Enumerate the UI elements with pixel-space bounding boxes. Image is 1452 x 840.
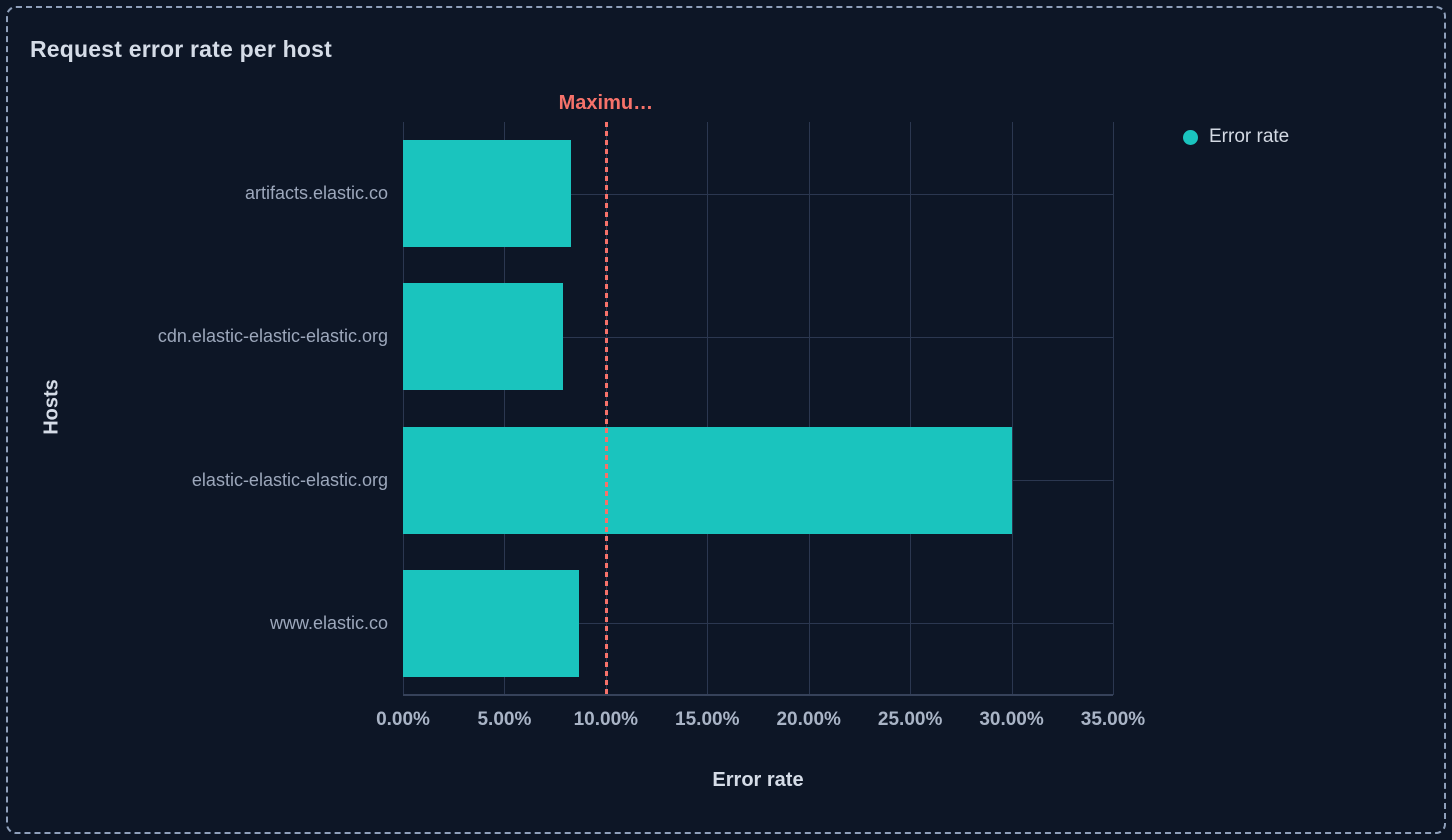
gridline-vertical [910, 122, 912, 695]
gridline-vertical [403, 122, 404, 695]
bar-artifacts.elastic.co[interactable] [403, 140, 572, 248]
x-axis-tick: 5.00% [477, 709, 532, 730]
legend-label: Error rate [1209, 126, 1290, 147]
gridline-horizontal [403, 623, 1113, 625]
x-axis-tick: 20.00% [776, 709, 841, 730]
bar-elastic-elastic-elastic.org[interactable] [403, 426, 1012, 534]
legend-dot-icon [1183, 129, 1198, 145]
panel-title[interactable]: Request error rate per host [30, 36, 332, 63]
bar-cdn.elastic-elastic-elastic.org[interactable] [403, 283, 564, 391]
chart-plot-area[interactable] [403, 122, 1114, 696]
gridline-vertical [1113, 122, 1114, 695]
x-axis-tick: 0.00% [376, 709, 430, 730]
y-axis-title: Hosts [40, 379, 63, 435]
x-axis-tick: 15.00% [675, 709, 740, 730]
x-axis-tick: 25.00% [877, 709, 943, 730]
x-axis-tick: 35.00% [1080, 709, 1146, 730]
gridline-vertical [1011, 122, 1013, 695]
threshold-line [604, 122, 608, 695]
y-axis-label: elastic-elastic-elastic.org [191, 469, 388, 490]
y-axis-label: www.elastic.co [269, 612, 388, 633]
legend-item-error-rate[interactable]: Error rate [1183, 126, 1289, 148]
gridline-vertical [808, 122, 810, 695]
gridline-vertical [707, 122, 709, 695]
gridline-vertical [504, 122, 506, 695]
gridline-horizontal [403, 336, 1113, 338]
x-axis-title: Error rate [712, 769, 804, 791]
x-axis-tick: 30.00% [979, 709, 1044, 730]
threshold-label: Maximu… [558, 92, 654, 114]
y-axis-label: artifacts.elastic.co [244, 183, 388, 204]
y-axis-label: cdn.elastic-elastic-elastic.org [157, 326, 388, 347]
x-axis-tick: 10.00% [573, 709, 639, 730]
gridline-horizontal [403, 193, 1113, 195]
bar-www.elastic.co[interactable] [403, 569, 580, 677]
x-axis-line [403, 694, 1113, 696]
